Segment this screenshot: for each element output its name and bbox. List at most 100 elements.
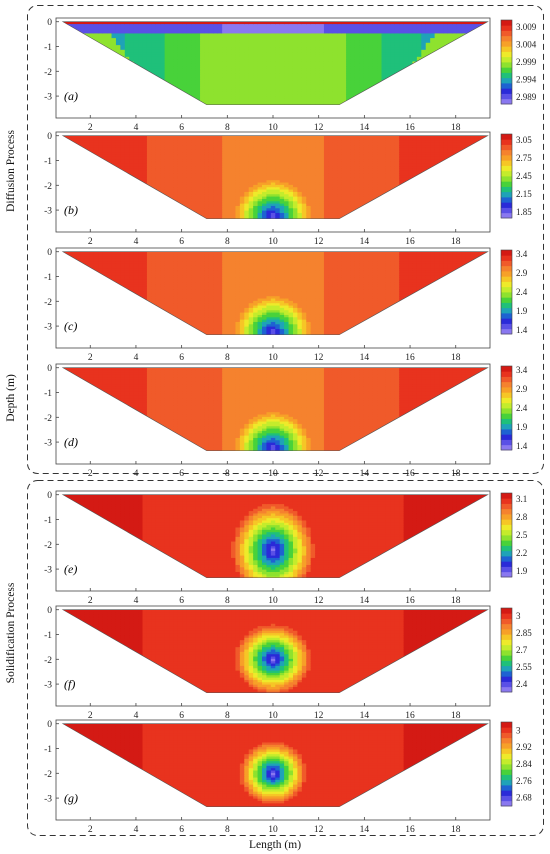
x-tick-label: 14 xyxy=(360,353,370,363)
colorbar-swatch xyxy=(501,623,512,630)
y-tick-label: -1 xyxy=(44,273,52,283)
x-tick-label: 8 xyxy=(225,711,230,721)
contour-field xyxy=(62,251,488,335)
colorbar-frame xyxy=(500,607,513,693)
panel-a: 2 4 6 8 10 12 14 16 18 0 -1 -2 -3 (a) 3.009 3.004 2.999 2… xyxy=(44,17,537,133)
colorbar-swatch xyxy=(501,397,512,404)
colorbar-swatch xyxy=(501,98,512,105)
y-tick-label: 0 xyxy=(47,720,52,730)
colorbar-tick-label: 3.1 xyxy=(516,494,527,504)
colorbar-swatch xyxy=(501,774,512,781)
y-tick-label: -3 xyxy=(44,681,52,691)
colorbar-swatch xyxy=(501,434,512,440)
x-tick-label: 18 xyxy=(451,711,461,721)
colorbar-swatch xyxy=(501,149,512,156)
colorbar-tick-label: 3.009 xyxy=(516,22,537,32)
y-tick-label: 0 xyxy=(47,248,52,258)
x-tick-label: 10 xyxy=(268,825,278,835)
x-tick-label: 18 xyxy=(451,825,461,835)
x-tick-label: 12 xyxy=(314,123,324,133)
section-outline xyxy=(61,723,489,808)
panel-b: 2 4 6 8 10 12 14 16 18 0 -1 -2 -3 (b) 3.05 2.75 2.45 2.15… xyxy=(44,131,532,247)
colorbar-swatch xyxy=(501,681,512,688)
colorbar-swatch xyxy=(501,737,512,744)
colorbar-swatch xyxy=(501,660,512,667)
colorbar-swatch xyxy=(501,165,512,172)
y-tick-label: -2 xyxy=(44,656,52,666)
x-tick-label: 2 xyxy=(88,711,93,721)
colorbar-swatch xyxy=(501,790,512,796)
colorbar-swatch xyxy=(501,535,512,541)
x-tick-label: 16 xyxy=(405,711,415,721)
colorbar-swatch xyxy=(501,381,512,388)
x-tick-label: 8 xyxy=(225,237,230,247)
colorbar-tick-label: 2.9 xyxy=(516,268,528,278)
x-tick-label: 4 xyxy=(134,353,139,363)
colorbar-swatch xyxy=(501,561,512,567)
panel-c: 2 4 6 8 10 12 14 16 18 0 -1 -2 -3 (c) 3.4 2.9 2.4 1.9 1.4 xyxy=(44,247,528,363)
colorbar-tick-label: 1.85 xyxy=(516,207,532,217)
colorbar-swatch xyxy=(501,387,512,393)
colorbar-swatch xyxy=(501,429,512,435)
colorbar-swatch xyxy=(501,20,512,26)
colorbar-swatch xyxy=(501,402,512,409)
colorbar-swatch xyxy=(501,134,512,140)
x-tick-label: 6 xyxy=(179,469,184,479)
colorbar-swatch xyxy=(501,67,512,73)
x-tick-label: 8 xyxy=(225,469,230,479)
x-tick-label: 14 xyxy=(360,825,370,835)
x-tick-label: 4 xyxy=(134,596,139,606)
x-tick-label: 16 xyxy=(405,469,415,479)
colorbar-swatch xyxy=(501,785,512,791)
colorbar-tick-label: 3 xyxy=(516,611,521,621)
x-tick-label: 12 xyxy=(314,237,324,247)
x-tick-label: 8 xyxy=(225,596,230,606)
colorbar-tick-label: 2.92 xyxy=(516,742,532,752)
x-tick-label: 8 xyxy=(225,825,230,835)
colorbar-swatch xyxy=(501,524,512,531)
colorbar-tick-label: 2.8 xyxy=(516,512,528,522)
diffusion-group-label: Diffusion Process xyxy=(5,130,17,212)
colorbar-swatch xyxy=(501,508,512,515)
colorbar-swatch xyxy=(501,444,512,451)
x-tick-label: 4 xyxy=(134,825,139,835)
contour-field xyxy=(62,135,488,219)
colorbar-tick-label: 1.9 xyxy=(516,306,528,316)
colorbar-swatch xyxy=(501,271,512,277)
y-tick-label: -1 xyxy=(44,157,52,167)
x-tick-label: 2 xyxy=(88,596,93,606)
colorbar-swatch xyxy=(501,514,512,520)
x-tick-label: 14 xyxy=(360,596,370,606)
contour-field xyxy=(62,609,488,693)
y-tick-label: -1 xyxy=(44,745,52,755)
colorbar-swatch xyxy=(501,176,512,182)
x-tick-label: 10 xyxy=(268,237,278,247)
y-tick-label: -3 xyxy=(44,323,52,333)
x-tick-label: 16 xyxy=(405,596,415,606)
x-tick-label: 18 xyxy=(451,469,461,479)
y-tick-label: 0 xyxy=(47,18,52,28)
colorbar-swatch xyxy=(501,25,512,31)
colorbar-swatch xyxy=(501,779,512,786)
x-tick-label: 6 xyxy=(179,353,184,363)
colorbar-swatch xyxy=(501,297,512,303)
x-tick-label: 12 xyxy=(314,596,324,606)
y-tick-label: -1 xyxy=(44,389,52,399)
colorbar-swatch xyxy=(501,302,512,309)
colorbar-swatch xyxy=(501,281,512,288)
solidification-group-frame xyxy=(27,480,544,836)
colorbar-swatch xyxy=(501,493,512,499)
x-tick-label: 10 xyxy=(268,469,278,479)
colorbar-swatch xyxy=(501,655,512,661)
colorbar-swatch xyxy=(501,686,512,693)
colorbar-tick-label: 2.9 xyxy=(516,384,528,394)
x-tick-label: 4 xyxy=(134,237,139,247)
colorbar-swatch xyxy=(501,618,512,625)
colorbar-swatch xyxy=(501,41,512,47)
panel-label: (c) xyxy=(64,319,77,333)
x-tick-label: 2 xyxy=(88,469,93,479)
colorbar-tick-label: 2.2 xyxy=(516,548,527,558)
colorbar-swatch xyxy=(501,62,512,68)
x-tick-label: 12 xyxy=(314,469,324,479)
colorbar-swatch xyxy=(501,250,512,256)
